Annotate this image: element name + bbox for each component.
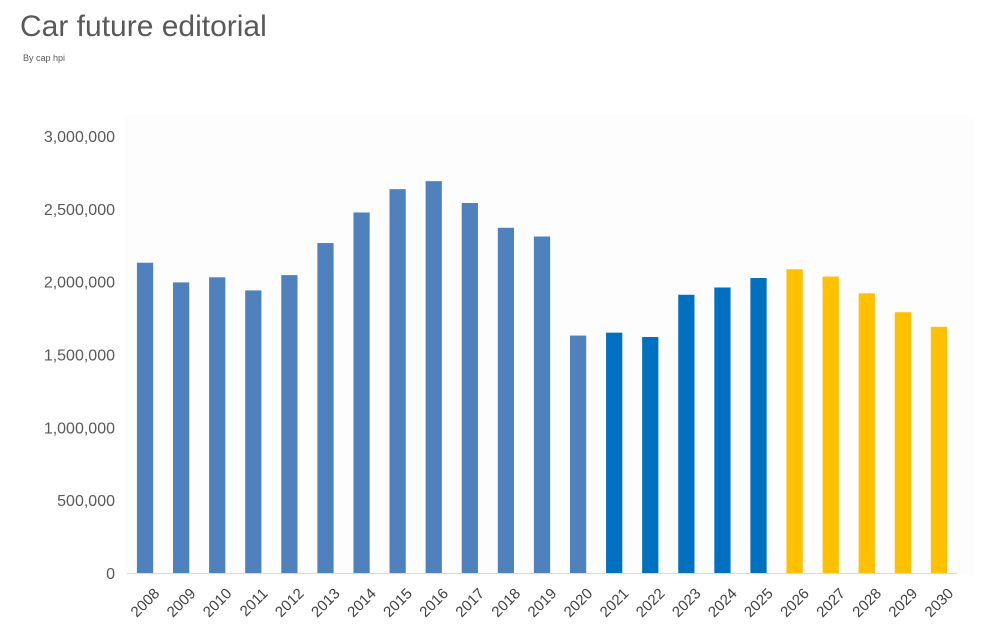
- bar-2011: [245, 290, 262, 573]
- bar-2012: [281, 275, 298, 573]
- bars: [136, 181, 948, 574]
- y-tick-label: 1,500,000: [44, 348, 115, 365]
- bar-2027: [822, 276, 839, 573]
- bar-2018: [497, 227, 515, 573]
- x-tick-label: 2020: [561, 585, 597, 621]
- x-tick-label: 2022: [633, 585, 669, 621]
- y-tick-label: 500,000: [57, 493, 115, 510]
- y-tick-label: 0: [106, 566, 115, 583]
- bar-2010: [209, 277, 226, 573]
- x-tick-label: 2021: [597, 585, 633, 621]
- y-tick-label: 3,000,000: [44, 129, 115, 146]
- y-tick-label: 1,000,000: [44, 420, 115, 437]
- x-axis: 2008 2009 2010 2011 2012 2013 2014 2015 2016 2017…: [128, 585, 958, 621]
- y-tick-label: 2,000,000: [44, 275, 115, 292]
- x-tick-label: 2027: [813, 585, 849, 621]
- x-tick-label: 2012: [272, 585, 308, 621]
- page-title: Car future editorial: [20, 10, 267, 43]
- x-tick-label: 2017: [452, 585, 488, 621]
- bar-2015: [389, 189, 406, 573]
- x-tick-label: 2018: [488, 585, 524, 621]
- bar-2014: [353, 212, 370, 573]
- x-tick-label: 2011: [237, 585, 272, 620]
- bar-2026: [786, 269, 803, 573]
- x-tick-label: 2015: [380, 585, 416, 621]
- bar-2017: [461, 203, 478, 574]
- x-tick-label: 2016: [416, 585, 452, 621]
- bar-2030: [930, 326, 948, 573]
- x-tick-label: 2013: [308, 585, 344, 621]
- bar-2009: [173, 282, 190, 573]
- bar-2019: [533, 236, 551, 573]
- x-tick-label: 2029: [885, 585, 921, 621]
- bar-2024: [714, 287, 731, 573]
- x-tick-label: 2008: [128, 585, 164, 621]
- x-tick-label: 2019: [525, 585, 561, 621]
- x-tick-label: 2026: [777, 585, 813, 621]
- bar-2028: [858, 293, 875, 573]
- x-tick-label: 2030: [922, 585, 958, 621]
- x-tick-label: 2025: [741, 585, 777, 621]
- x-tick-label: 2024: [705, 585, 741, 621]
- bar-2023: [678, 294, 695, 573]
- bar-2029: [894, 312, 911, 573]
- bar-2008: [136, 262, 154, 573]
- x-tick-label: 2010: [200, 585, 236, 621]
- x-tick-label: 2014: [344, 585, 380, 621]
- y-tick-label: 2,500,000: [44, 202, 115, 219]
- bar-2025: [750, 278, 767, 573]
- x-tick-label: 2009: [164, 585, 200, 621]
- bar-2021: [606, 332, 623, 573]
- x-tick-label: 2028: [849, 585, 885, 621]
- page-subtitle: By cap hpi: [23, 53, 66, 63]
- x-tick-label: 2023: [669, 585, 705, 621]
- bar-2016: [425, 181, 442, 573]
- y-axis: 0 500,000 1,000,000 1,500,000 2,000,000 2,500…: [44, 129, 115, 583]
- bar-2022: [642, 337, 659, 573]
- bar-2013: [317, 243, 334, 573]
- bar-2020: [569, 335, 587, 573]
